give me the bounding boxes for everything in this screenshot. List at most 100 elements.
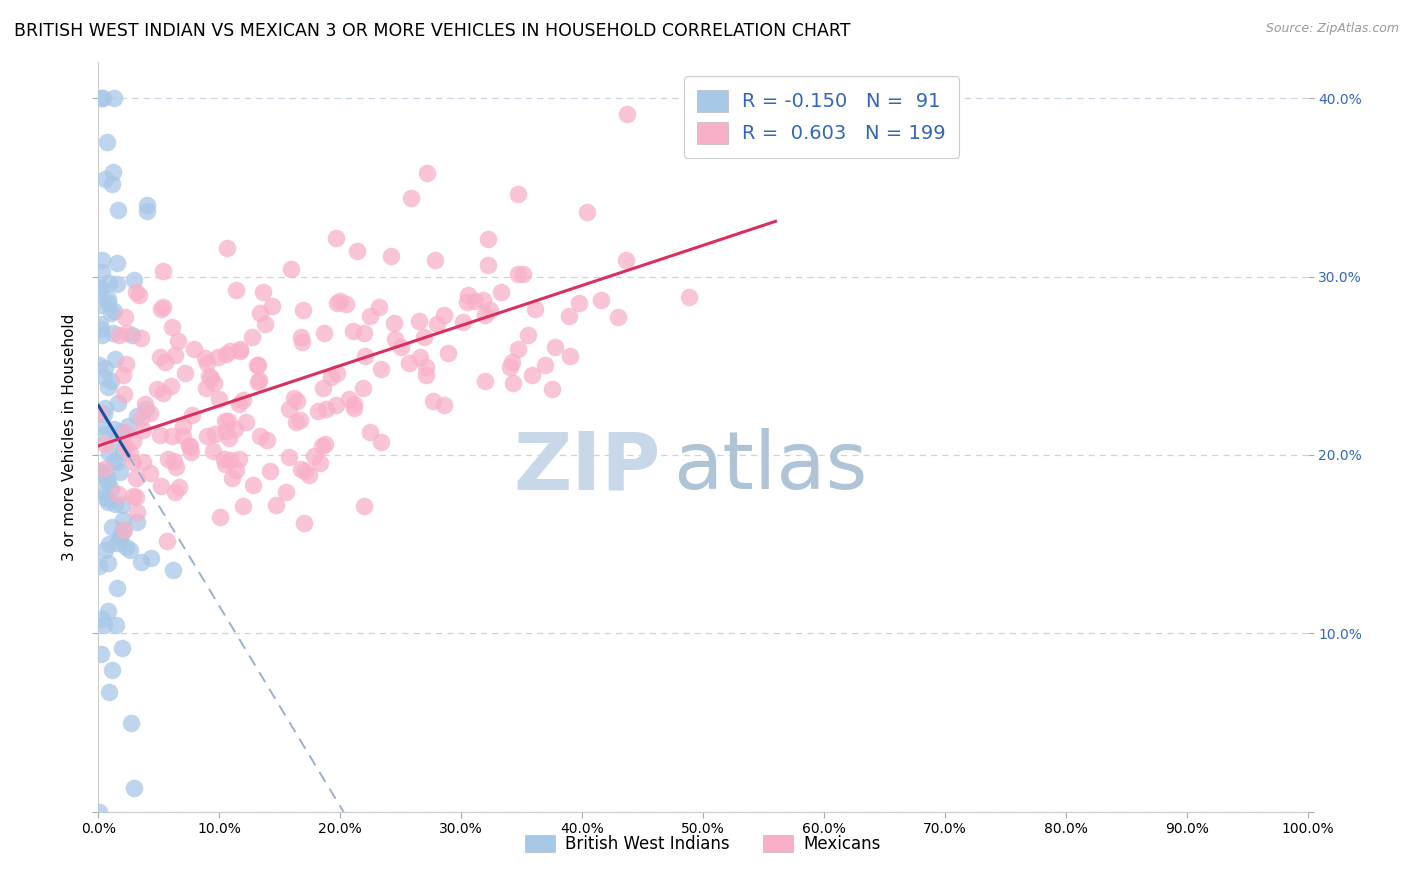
Point [105,431,128,445]
Point [101,165,124,179]
Point [103,91,125,105]
Point [93,618,115,632]
Point [502,376,524,391]
Point [138,467,160,481]
Point [125,515,148,529]
Point [616,107,638,121]
Point [112,386,135,401]
Point [325,366,347,380]
Point [111,444,134,458]
Point [90,280,112,294]
Point [121,434,143,449]
Point [201,443,224,458]
Point [225,283,247,297]
Point [93,543,115,558]
Point [294,516,316,530]
Point [94,172,117,186]
Point [197,368,219,383]
Point [87,805,110,819]
Point [93,370,115,384]
Point [103,304,125,318]
Point [290,330,312,344]
Point [228,397,250,411]
Point [558,349,581,363]
Point [129,555,152,569]
Point [110,528,132,542]
Point [114,541,136,555]
Point [401,191,423,205]
Point [312,381,335,395]
Point [523,302,546,317]
Point [121,328,143,343]
Point [91,91,114,105]
Point [359,309,381,323]
Point [321,370,343,384]
Point [353,499,375,513]
Point [246,375,269,389]
Point [105,618,128,632]
Point [541,383,564,397]
Point [249,428,271,442]
Point [285,415,308,429]
Point [150,479,173,493]
Point [451,315,474,329]
Point [242,477,264,491]
Point [100,664,122,678]
Point [115,357,138,371]
Point [589,293,612,307]
Point [568,296,591,310]
Point [214,451,236,466]
Point [127,505,149,519]
Point [104,351,127,366]
Point [416,166,439,180]
Point [107,277,129,291]
Point [329,293,352,308]
Point [87,359,110,373]
Point [100,519,122,533]
Point [90,647,112,661]
Point [97,556,120,570]
Point [214,414,236,428]
Point [558,309,581,323]
Point [218,430,240,444]
Point [90,328,112,343]
Point [262,299,284,313]
Point [155,355,177,369]
Point [232,499,254,513]
Point [97,296,120,310]
Point [89,559,111,574]
Point [90,91,112,105]
Point [352,381,374,395]
Point [413,330,436,344]
Point [346,244,368,258]
Point [105,455,128,469]
Point [105,536,128,550]
Point [152,300,174,314]
Point [157,451,180,466]
Point [94,437,117,451]
Point [103,454,125,468]
Point [489,285,512,299]
Point [118,446,141,460]
Point [97,380,120,394]
Point [259,464,281,478]
Point [195,356,218,370]
Point [117,419,139,434]
Point [224,422,246,436]
Point [156,533,179,548]
Point [103,422,125,436]
Point [433,308,456,322]
Point [353,326,375,340]
Point [575,205,598,219]
Point [337,392,360,407]
Point [229,342,252,356]
Point [409,351,432,365]
Point [298,468,321,483]
Point [111,523,134,537]
Point [436,345,458,359]
Point [326,296,349,310]
Point [307,404,329,418]
Point [398,356,420,370]
Point [128,288,150,302]
Point [169,480,191,494]
